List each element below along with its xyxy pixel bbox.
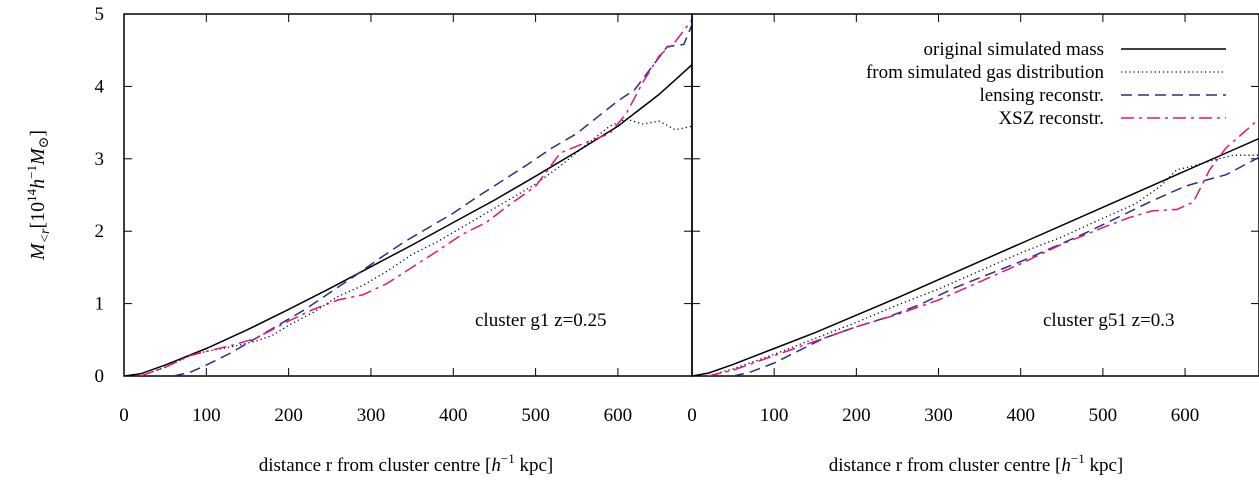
legend-label: lensing reconstr.	[979, 85, 1104, 106]
plot-frame-left	[123, 13, 693, 377]
series-line-lensing-reconstr	[173, 24, 692, 376]
y-tick-label: 4	[95, 76, 105, 97]
series-line-from-simulated-gas-distribution	[140, 118, 692, 376]
x-axis-label-right: distance r from cluster centre [h−1 kpc]	[829, 451, 1124, 476]
x-tick-label: 100	[192, 405, 221, 426]
x-tick-label: 200	[274, 405, 303, 426]
x-tick-label: 500	[521, 405, 550, 426]
x-tick-label: 600	[1171, 405, 1200, 426]
x-tick-label: 0	[119, 405, 129, 426]
series-line-from-simulated-gas-distribution	[708, 154, 1259, 376]
x-tick-label: 100	[760, 405, 789, 426]
x-tick-label: 200	[842, 405, 871, 426]
x-tick-label: 300	[924, 405, 953, 426]
legend-label: XSZ reconstr.	[998, 108, 1104, 129]
panel-annotation-left: cluster g1 z=0.25	[475, 310, 607, 331]
panel-annotation-right: cluster g51 z=0.3	[1043, 310, 1175, 331]
x-tick-label: 400	[439, 405, 468, 426]
y-axis-label: M<r[1014h−1M⊙]	[24, 130, 53, 261]
series-group-right	[692, 118, 1259, 376]
series-line-xsz-reconstr	[708, 118, 1259, 376]
series-line-lensing-reconstr	[732, 156, 1259, 376]
series-line-original-simulated-mass	[124, 64, 692, 376]
plot-frame-right	[691, 13, 1259, 377]
y-tick-label: 1	[95, 294, 105, 315]
series-line-xsz-reconstr	[140, 19, 692, 376]
series-group-left	[124, 19, 692, 376]
y-tick-label: 5	[95, 4, 105, 25]
x-tick-label: 500	[1089, 405, 1118, 426]
panel-right: 0 100 200 300 400 500 600	[687, 13, 1259, 426]
series-line-original-simulated-mass	[692, 137, 1259, 376]
x-tick-label: 300	[357, 405, 386, 426]
y-tick-label: 2	[95, 221, 105, 242]
y-tick-label: 0	[95, 366, 105, 387]
panel-left: 0 100 200 300 400 500 600 0 1 2 3 4 5	[95, 4, 693, 426]
x-axis-label-left: distance r from cluster centre [h−1 kpc]	[259, 451, 554, 476]
x-tick-label: 600	[604, 405, 633, 426]
y-tick-label: 3	[95, 149, 105, 170]
legend-label: from simulated gas distribution	[866, 62, 1105, 83]
legend-label: original simulated mass	[924, 39, 1104, 60]
x-tick-label: 0	[687, 405, 697, 426]
x-tick-label: 400	[1006, 405, 1035, 426]
